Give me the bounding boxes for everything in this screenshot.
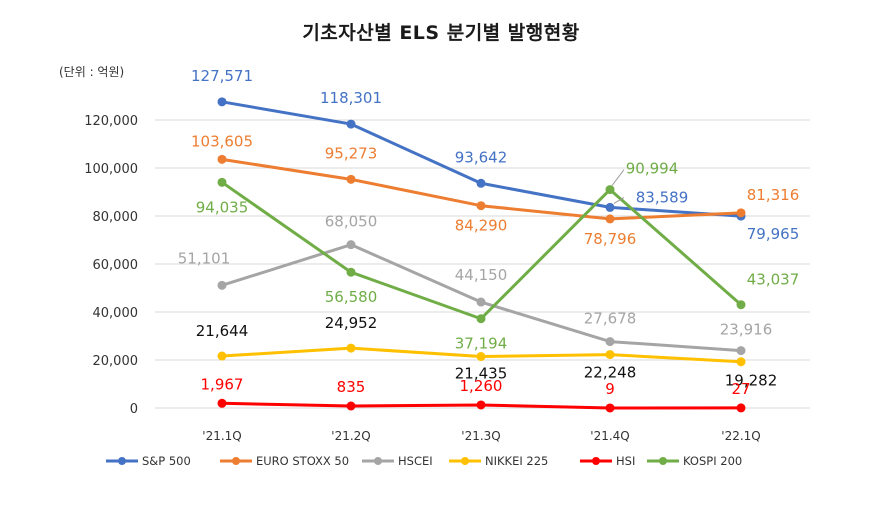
data-label: 93,642 xyxy=(455,148,508,166)
data-point xyxy=(217,398,227,408)
data-label: 23,916 xyxy=(720,321,773,339)
legend-marker xyxy=(659,457,667,465)
data-point xyxy=(217,177,227,187)
data-point xyxy=(476,352,486,362)
legend-label: EURO STOXX 50 xyxy=(256,454,349,468)
data-label: 27,678 xyxy=(584,310,637,328)
x-tick-label: '21.1Q xyxy=(202,429,241,443)
data-label: 19,282 xyxy=(725,372,778,390)
legend-label: HSCEI xyxy=(398,454,433,468)
data-point xyxy=(605,403,615,413)
data-point xyxy=(476,314,486,324)
data-label: 83,589 xyxy=(636,188,689,206)
data-point xyxy=(476,400,486,410)
data-label: 1,967 xyxy=(201,375,244,393)
data-point xyxy=(217,97,227,107)
data-label: 21,644 xyxy=(196,322,249,340)
x-tick-label: '21.2Q xyxy=(331,429,370,443)
x-tick-label: '22.1Q xyxy=(721,429,760,443)
data-point xyxy=(346,174,356,184)
data-label: 22,248 xyxy=(584,364,637,382)
y-tick-label: 100,000 xyxy=(84,162,138,177)
chart-title: 기초자산별 ELS 분기별 발행현황 xyxy=(302,22,580,44)
data-label: 1,260 xyxy=(460,377,503,395)
y-tick-label: 0 xyxy=(130,402,138,417)
data-label: 81,316 xyxy=(747,186,800,204)
data-point xyxy=(217,280,227,290)
leader-line xyxy=(613,196,625,204)
data-point xyxy=(346,267,356,277)
legend-marker xyxy=(374,457,382,465)
data-label: 24,952 xyxy=(325,314,378,332)
legend-marker xyxy=(232,457,240,465)
data-label: 79,965 xyxy=(747,225,800,243)
data-label: 44,150 xyxy=(455,266,508,284)
data-point xyxy=(605,350,615,360)
data-point xyxy=(346,343,356,353)
data-point xyxy=(736,357,746,367)
y-tick-label: 80,000 xyxy=(93,210,139,225)
leader-line xyxy=(611,169,625,186)
data-point xyxy=(736,208,746,218)
data-point xyxy=(736,300,746,310)
data-point xyxy=(605,214,615,224)
legend-label: KOSPI 200 xyxy=(683,454,742,468)
data-point xyxy=(217,351,227,361)
data-point xyxy=(476,201,486,211)
legend-label: HSI xyxy=(616,454,635,468)
y-tick-label: 20,000 xyxy=(93,354,139,369)
data-point xyxy=(476,297,486,307)
data-label: 118,301 xyxy=(320,89,382,107)
x-tick-label: '21.4Q xyxy=(590,429,629,443)
data-label: 95,273 xyxy=(325,144,378,162)
legend-marker xyxy=(461,457,469,465)
data-label: 68,050 xyxy=(325,213,378,231)
data-label: 103,605 xyxy=(191,132,253,150)
data-point xyxy=(217,154,227,164)
unit-label: (단위 : 억원) xyxy=(59,65,124,79)
data-label: 51,101 xyxy=(178,249,231,267)
data-label: 21,435 xyxy=(455,365,508,383)
data-label: 27 xyxy=(731,380,750,398)
data-point xyxy=(476,178,486,188)
data-point xyxy=(605,337,615,347)
data-label: 835 xyxy=(337,378,366,396)
data-label: 94,035 xyxy=(196,198,249,216)
data-point xyxy=(736,403,746,413)
x-tick-label: '21.3Q xyxy=(461,429,500,443)
y-tick-label: 40,000 xyxy=(93,306,139,321)
data-label: 78,796 xyxy=(584,230,637,248)
data-label: 127,571 xyxy=(191,67,253,85)
data-point xyxy=(346,240,356,250)
data-point xyxy=(346,119,356,129)
y-tick-label: 60,000 xyxy=(93,258,139,273)
data-point xyxy=(605,185,615,195)
legend-label: NIKKEI 225 xyxy=(485,454,548,468)
data-label: 9 xyxy=(605,380,615,398)
data-label: 43,037 xyxy=(747,271,800,289)
data-label: 37,194 xyxy=(455,335,508,353)
y-tick-label: 120,000 xyxy=(84,114,138,129)
legend-marker xyxy=(118,457,126,465)
data-label: 84,290 xyxy=(455,217,508,235)
data-label: 90,994 xyxy=(626,160,679,178)
data-point xyxy=(346,401,356,411)
data-label: 56,580 xyxy=(325,288,378,306)
legend-label: S&P 500 xyxy=(142,454,191,468)
data-point xyxy=(736,346,746,356)
data-point xyxy=(605,202,615,212)
legend-marker xyxy=(592,457,600,465)
